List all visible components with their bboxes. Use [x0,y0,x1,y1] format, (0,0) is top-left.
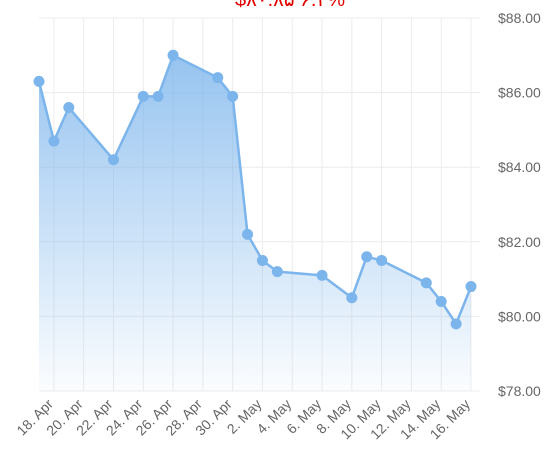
line [37,54,473,326]
point [420,277,432,289]
point [271,266,283,278]
point [152,90,164,102]
area [39,55,471,392]
point [376,254,388,266]
y-tick-label: $84.00 [498,159,541,175]
point [256,254,268,266]
point [48,135,60,147]
point [316,269,328,281]
y-tick-label: $78.00 [498,383,541,399]
plot [33,49,477,392]
point [33,75,45,87]
point [63,102,75,114]
point [450,318,462,330]
point [346,292,358,304]
point [242,228,254,240]
chart-title: $۸۰.۸۵ ۶.۴% [235,0,345,11]
point [212,72,224,84]
y-tick-label: $80.00 [498,308,541,324]
point [227,90,239,102]
point [167,49,179,61]
point [361,251,373,263]
point [137,90,149,102]
point [465,281,477,293]
point [435,295,447,307]
y-tick-label: $88.00 [498,10,541,26]
y-tick-label: $82.00 [498,234,541,250]
y-tick-label: $86.00 [498,85,541,101]
point [107,154,119,166]
